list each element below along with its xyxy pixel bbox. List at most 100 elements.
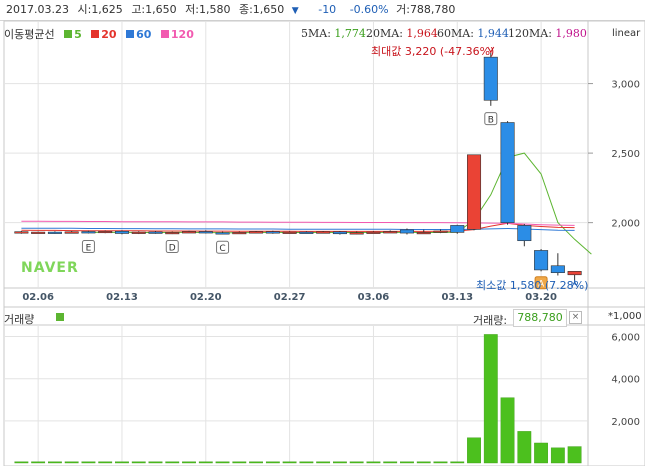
volume-bar (467, 437, 481, 464)
volume-bar (366, 461, 381, 464)
volume-swatch (56, 313, 64, 321)
ma5-swatch (64, 30, 73, 38)
volume-bar (131, 461, 146, 464)
volume-value-box: 788,780 (513, 309, 567, 327)
ma120-legend-label[interactable]: 120 (170, 28, 194, 41)
chart-frame (3, 20, 645, 466)
candle-body (416, 232, 431, 235)
event-marker-b (484, 112, 498, 126)
price-tick-label: 2,500 (611, 149, 640, 160)
candle-body (467, 154, 482, 230)
date-tick-label: 02.20 (190, 292, 222, 303)
volume-bar (534, 442, 548, 464)
volume-bar (316, 461, 331, 464)
date-tick-label: 03.13 (441, 292, 473, 303)
close-value: 1,650 (252, 3, 285, 16)
volume-bar (98, 461, 113, 464)
volume-bar (265, 461, 280, 464)
volume-bar (182, 461, 196, 464)
volume-bar (400, 461, 414, 464)
candle-body (165, 232, 180, 235)
change-pct: -0.60% (349, 3, 389, 16)
volume-close-button[interactable]: × (569, 311, 582, 324)
candle-body (500, 122, 515, 223)
volume-bar (81, 461, 96, 464)
ma5-readout: 5MA: 1,774 (301, 27, 366, 40)
ma120-readout: 120MA: 1,980 (508, 27, 587, 40)
date-tick-label: 02.27 (274, 292, 306, 303)
high-value: 1,650 (145, 3, 177, 16)
ma60-value: 1,944 (477, 27, 509, 40)
date-tick-label: 03.06 (358, 292, 390, 303)
ma-legend: 이동평균선 5 20 60 120 (4, 26, 194, 42)
candle-body (215, 232, 230, 235)
candle-body (114, 230, 129, 234)
ma60-legend-label[interactable]: 60 (136, 28, 152, 41)
event-marker-label: A (538, 280, 545, 290)
scale-mode-toggle[interactable]: linear (612, 28, 641, 39)
ma5-legend-label[interactable]: 5 (74, 28, 82, 41)
volume-bar (567, 446, 582, 464)
volume-bar (215, 461, 230, 464)
max-arrow-head (487, 46, 495, 53)
ma120-value: 1,980 (555, 27, 587, 40)
ma120-line (21, 220, 575, 226)
candle-body (47, 231, 62, 234)
volume-bar (433, 461, 448, 464)
volume-tick-label: 4,000 (611, 375, 640, 386)
min-arrow-head (571, 281, 579, 288)
volume-bar (500, 397, 515, 464)
candle-body (299, 231, 314, 234)
ma60-swatch (126, 30, 135, 38)
candle-body (131, 231, 146, 234)
candle-body (148, 231, 163, 234)
volume-bar (64, 461, 79, 464)
volume-bar (483, 334, 498, 464)
event-marker-d (165, 240, 179, 254)
candle-body (249, 231, 264, 234)
volume-bar (249, 461, 263, 464)
candle-body (399, 229, 414, 234)
volume-bar (31, 461, 46, 464)
candle-body (198, 231, 213, 234)
candle-body (316, 231, 331, 234)
volume-bar (416, 461, 431, 464)
volume-bar (115, 461, 129, 464)
candle-body (282, 231, 297, 234)
volume-header-value: 788,780 (409, 3, 456, 16)
price-tick-label: 3,000 (611, 80, 640, 91)
date-tick-label: 03.20 (525, 292, 557, 303)
candle-body (182, 231, 197, 234)
event-marker-label: D (169, 244, 176, 254)
ma20-line (21, 222, 575, 232)
event-marker-label: E (86, 244, 92, 254)
volume-bar (48, 461, 62, 464)
ma20-value: 1,964 (406, 27, 438, 40)
volume-bar (450, 461, 465, 464)
volume-bar (550, 447, 565, 464)
naver-watermark: NAVER (21, 260, 79, 276)
candle-body (31, 231, 46, 234)
candle-body (14, 231, 29, 234)
ma20-readout: 20MA: 1,964 (366, 27, 438, 40)
ohlc-info-bar: 2017.03.23 시:1,625 고:1,650 저:1,580 종:1,6… (0, 0, 645, 21)
candle-body (332, 231, 347, 235)
candle-body (450, 225, 465, 233)
date-label: 2017.03.23 (6, 3, 69, 16)
date-tick-label: 02.06 (22, 292, 54, 303)
event-marker-a (534, 276, 548, 290)
event-marker-label: B (488, 116, 494, 126)
volume-bar (198, 461, 213, 464)
candle-body (550, 265, 565, 274)
volume-bar (232, 461, 247, 464)
ma-legend-title: 이동평균선 (4, 28, 55, 41)
volume-bar (349, 461, 364, 464)
candle-body (483, 56, 498, 101)
candle-body (383, 231, 398, 234)
ma20-legend-label[interactable]: 20 (101, 28, 117, 41)
volume-bar (165, 461, 180, 464)
candle-body (64, 231, 79, 234)
ma60-line (21, 227, 575, 231)
volume-bar (383, 461, 398, 464)
candle-body (366, 231, 381, 234)
